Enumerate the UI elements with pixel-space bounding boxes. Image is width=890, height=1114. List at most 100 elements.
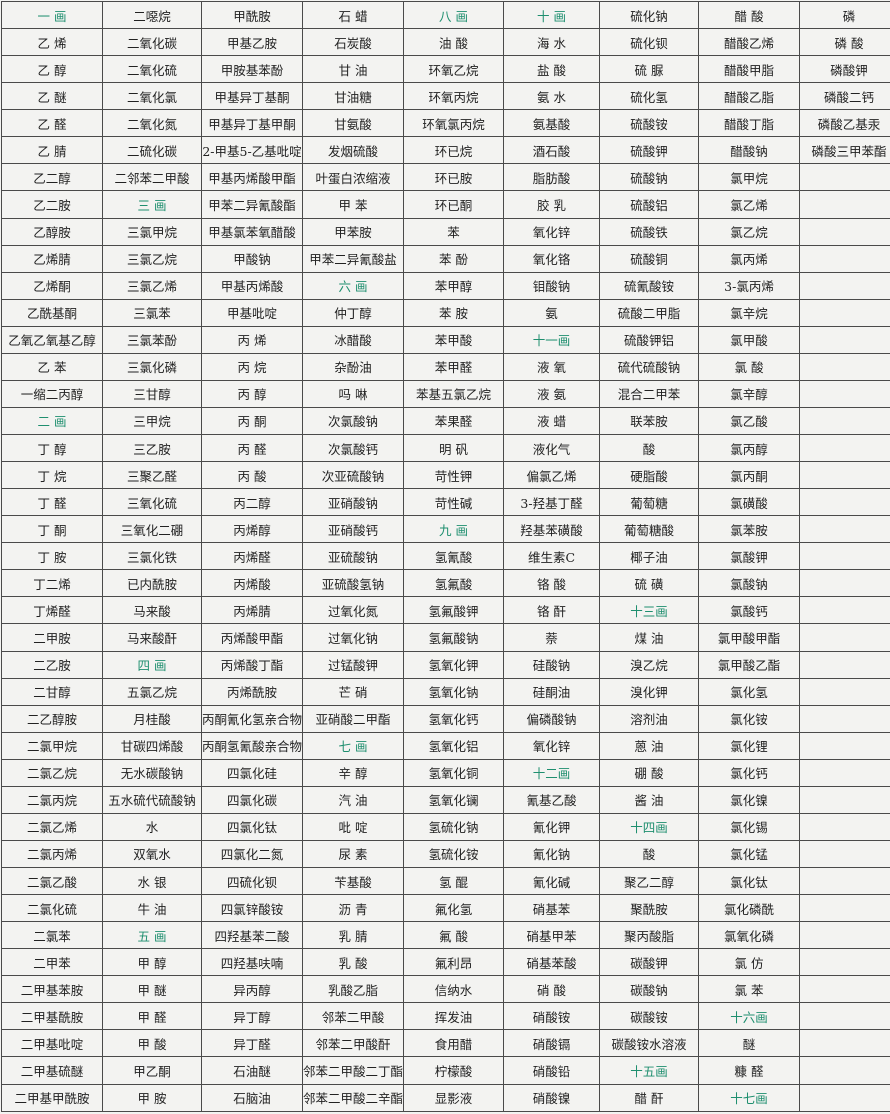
table-cell: 丁烯醛	[2, 597, 103, 624]
table-cell: 异丙醇	[202, 976, 303, 1003]
table-cell: 三氯化磷	[103, 353, 202, 380]
section-heading: 十 画	[504, 2, 600, 29]
table-cell: 二氯乙酸	[2, 868, 103, 895]
table-cell: 胶 乳	[504, 191, 600, 218]
table-cell: 甲苯二异氰酸盐	[303, 245, 404, 272]
table-cell: 环已酮	[404, 191, 504, 218]
table-cell: 氰化钾	[504, 813, 600, 840]
table-cell: 氢氧化钠	[404, 678, 504, 705]
table-cell: 氧化锌	[504, 732, 600, 759]
table-cell: 酸	[600, 435, 699, 462]
table-cell: 氨	[504, 299, 600, 326]
table-cell: 碳酸钠	[600, 976, 699, 1003]
table-cell: 苯基五氯乙烷	[404, 380, 504, 407]
table-cell: 尿 素	[303, 840, 404, 867]
table-cell: 氯酸钾	[699, 543, 800, 570]
table-cell: 辛 醇	[303, 759, 404, 786]
table-cell: 乙 醇	[2, 56, 103, 83]
table-cell: 二乙醇胺	[2, 705, 103, 732]
table-cell: 丙 烷	[202, 353, 303, 380]
table-cell: 丙二醇	[202, 489, 303, 516]
table-cell: 氯化铵	[699, 705, 800, 732]
table-cell: 硫酸二甲脂	[600, 299, 699, 326]
table-cell: 二氧化碳	[103, 29, 202, 56]
section-heading: 四 画	[103, 651, 202, 678]
table-cell: 醋 酐	[600, 1084, 699, 1112]
table-cell: 硫 脲	[600, 56, 699, 83]
table-cell: 磷酸钾	[800, 56, 890, 83]
table-cell: 丙 烯	[202, 326, 303, 353]
table-cell: 氢氟酸	[404, 570, 504, 597]
table-cell: 硬脂酸	[600, 462, 699, 489]
table-cell: 三氯化铁	[103, 543, 202, 570]
table-cell: 环氧丙烷	[404, 83, 504, 110]
table-cell: 甘氨酸	[303, 110, 404, 137]
table-cell: 氨 水	[504, 83, 600, 110]
table-cell: 丙 酮	[202, 407, 303, 434]
table-cell: 氰化钠	[504, 840, 600, 867]
table-cell: 甘碳四烯酸	[103, 732, 202, 759]
table-cell: 硫酸钾铝	[600, 326, 699, 353]
table-cell: 四氯化钛	[202, 813, 303, 840]
table-cell: 硫化钠	[600, 2, 699, 29]
table-cell: 丁 醛	[2, 489, 103, 516]
table-row: 丁 醇三乙胺丙 醛次氯酸钙明 矾液化气酸氯丙醇	[2, 435, 890, 462]
table-row: 二甘醇五氯乙烷丙烯酰胺芒 硝氢氧化钠硅酮油溴化钾氯化氢	[2, 678, 890, 705]
table-cell: 乳 酸	[303, 949, 404, 976]
table-cell: 苯果醛	[404, 407, 504, 434]
table-cell: 钼酸钠	[504, 272, 600, 299]
table-cell: 维生素C	[504, 543, 600, 570]
table-cell: 氯辛醇	[699, 380, 800, 407]
table-cell: 甘油糖	[303, 83, 404, 110]
table-cell: 丙烯酸甲酯	[202, 624, 303, 651]
table-cell: 二氯甲烷	[2, 732, 103, 759]
table-cell: 甲基丙烯酸	[202, 272, 303, 299]
table-cell: 苯 酚	[404, 245, 504, 272]
table-row: 乙二胺三 画甲苯二异氰酸酯甲 苯环已酮胶 乳硫酸铝氯乙烯	[2, 191, 890, 218]
empty-cell	[800, 786, 890, 813]
table-row: 丁烯醛马来酸丙烯腈过氧化氮氢氟酸钾铬 酐十三画氯酸钙	[2, 597, 890, 624]
table-cell: 氯酸钠	[699, 570, 800, 597]
table-cell: 丙烯腈	[202, 597, 303, 624]
empty-cell	[800, 624, 890, 651]
table-cell: 四氯锌酸铵	[202, 895, 303, 922]
table-cell: 糠 醛	[699, 1057, 800, 1084]
empty-cell	[800, 272, 890, 299]
table-cell: 乳酸乙脂	[303, 976, 404, 1003]
table-cell: 三氯苯	[103, 299, 202, 326]
table-cell: 氯化锡	[699, 813, 800, 840]
table-cell: 马来酸	[103, 597, 202, 624]
table-cell: 丁 烷	[2, 462, 103, 489]
table-cell: 四氯化碳	[202, 786, 303, 813]
empty-cell	[800, 1030, 890, 1057]
table-cell: 氢 醌	[404, 868, 504, 895]
table-cell: 氯苯胺	[699, 516, 800, 543]
table-cell: 甲基吡啶	[202, 299, 303, 326]
table-row: 一 画二噁烷甲酰胺石 蜡八 画十 画硫化钠醋 酸磷	[2, 2, 890, 29]
table-cell: 氯甲酸乙酯	[699, 651, 800, 678]
table-cell: 乙烯酮	[2, 272, 103, 299]
empty-cell	[800, 705, 890, 732]
table-cell: 二氧化氯	[103, 83, 202, 110]
table-cell: 葡萄糖酸	[600, 516, 699, 543]
section-heading: 九 画	[404, 516, 504, 543]
table-cell: 氯乙烷	[699, 218, 800, 245]
table-row: 丁 烷三聚乙醛丙 酸次亚硫酸钠苛性钾偏氯乙烯硬脂酸氯丙酮	[2, 462, 890, 489]
table-cell: 氢氧化钾	[404, 651, 504, 678]
table-cell: 氯化镍	[699, 786, 800, 813]
table-cell: 食用醋	[404, 1030, 504, 1057]
empty-cell	[800, 218, 890, 245]
table-cell: 二氯丙烯	[2, 840, 103, 867]
table-cell: 乙氧乙氧基乙醇	[2, 326, 103, 353]
table-cell: 石炭酸	[303, 29, 404, 56]
empty-cell	[800, 976, 890, 1003]
empty-cell	[800, 1084, 890, 1112]
table-row: 乙二醇二邻苯二甲酸甲基丙烯酸甲酯叶蛋白浓缩液环已胺脂肪酸硫酸钠氯甲烷	[2, 164, 890, 191]
table-cell: 酱 油	[600, 786, 699, 813]
empty-cell	[800, 922, 890, 949]
table-cell: 醚	[699, 1030, 800, 1057]
table-cell: 磷酸乙基汞	[800, 110, 890, 137]
table-cell: 丙烯酸丁酯	[202, 651, 303, 678]
empty-cell	[800, 245, 890, 272]
